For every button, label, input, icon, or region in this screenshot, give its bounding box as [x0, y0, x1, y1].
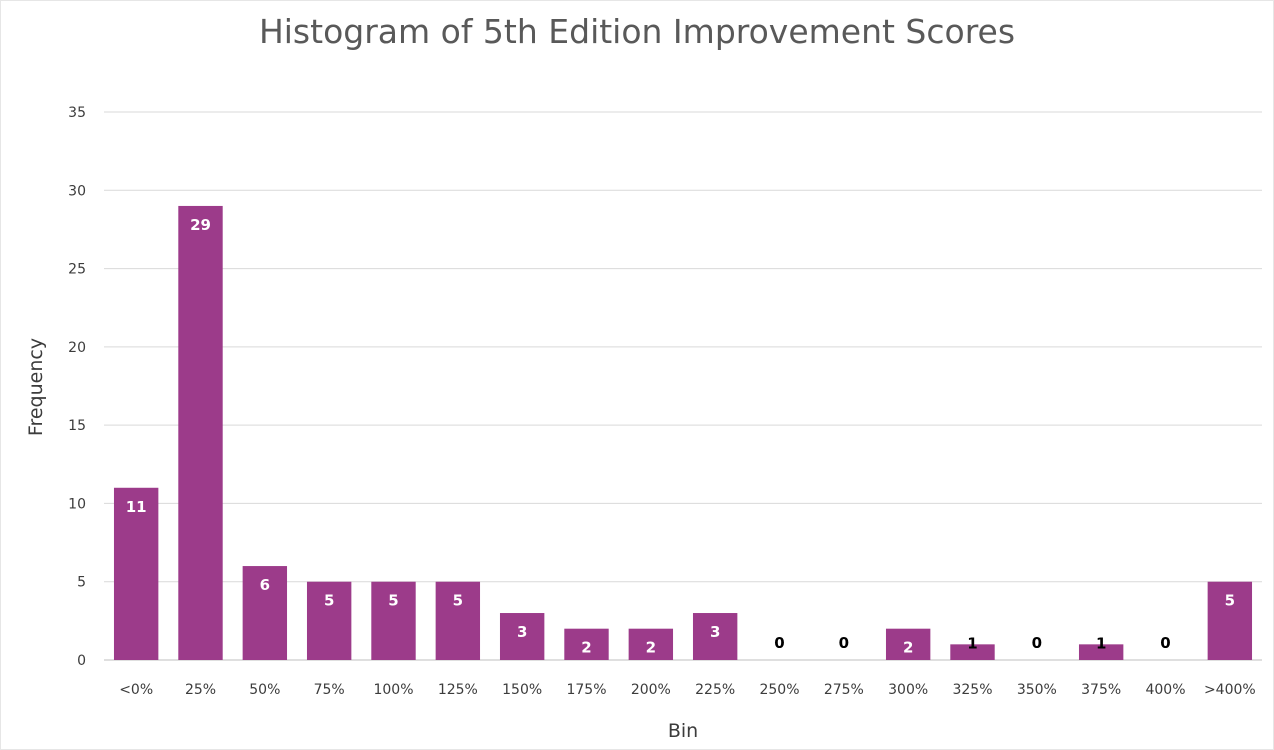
bar — [435, 581, 481, 660]
bar — [1078, 644, 1124, 660]
x-tick-label: 175% — [566, 682, 606, 698]
x-tick-label: 300% — [888, 682, 928, 698]
x-tick-label: 25% — [185, 682, 216, 698]
data-label: 5 — [1225, 592, 1235, 610]
bar — [113, 487, 159, 660]
bars — [113, 205, 1253, 660]
data-labels: 11 29 6 5 5 5 3 2 2 3 0 0 2 1 0 1 0 5 — [126, 216, 1235, 657]
x-tick-label: 275% — [824, 682, 864, 698]
y-axis-title: Frequency — [25, 338, 47, 436]
data-label: 11 — [126, 498, 147, 516]
x-tick-label: 400% — [1145, 682, 1185, 698]
data-label: 2 — [646, 639, 656, 657]
data-label: 5 — [453, 592, 463, 610]
data-label: 0 — [839, 634, 849, 652]
data-label: 1 — [967, 634, 977, 652]
y-tick-label: 30 — [68, 183, 86, 199]
y-axis-ticks: 0 5 10 15 20 25 30 35 — [68, 105, 86, 669]
x-tick-label: 375% — [1081, 682, 1121, 698]
data-label: 1 — [1096, 634, 1106, 652]
data-label: 0 — [1032, 634, 1042, 652]
bar — [628, 628, 674, 660]
bar — [499, 613, 545, 660]
data-label: 6 — [260, 576, 270, 594]
x-tick-label: 350% — [1017, 682, 1057, 698]
bar — [178, 205, 223, 660]
x-tick-label: 325% — [952, 682, 992, 698]
x-axis-ticks: <0% 25% 50% 75% 100% 125% 150% 175% 200% 225% 250%… — [119, 682, 1256, 698]
bar — [564, 628, 609, 660]
bar — [885, 628, 931, 660]
y-tick-label: 20 — [68, 340, 86, 356]
data-label: 5 — [324, 592, 334, 610]
x-tick-label: 250% — [759, 682, 799, 698]
x-tick-label: 200% — [631, 682, 671, 698]
bar — [950, 644, 995, 660]
data-label: 29 — [190, 216, 211, 234]
bar — [306, 581, 352, 660]
data-label: 0 — [774, 634, 784, 652]
y-tick-label: 5 — [77, 575, 86, 591]
x-tick-label: 150% — [502, 682, 542, 698]
data-label: 0 — [1160, 634, 1170, 652]
gridlines — [104, 111, 1262, 661]
bar — [371, 581, 416, 660]
data-label: 3 — [517, 623, 527, 641]
x-tick-label: 50% — [249, 682, 280, 698]
y-tick-label: 0 — [77, 653, 86, 669]
x-tick-label: <0% — [119, 682, 153, 698]
x-tick-label: 225% — [695, 682, 735, 698]
data-label: 2 — [903, 639, 913, 657]
bar — [242, 566, 288, 660]
x-tick-label: >400% — [1204, 682, 1256, 698]
bar — [692, 613, 738, 660]
y-tick-label: 25 — [68, 262, 86, 278]
y-tick-label: 10 — [68, 496, 86, 512]
bar — [1207, 581, 1253, 660]
y-tick-label: 35 — [68, 105, 86, 121]
data-label: 2 — [581, 639, 591, 657]
y-tick-label: 15 — [68, 418, 86, 434]
x-axis-title: Bin — [668, 720, 698, 742]
x-tick-label: 75% — [314, 682, 345, 698]
chart-title: Histogram of 5th Edition Improvement Sco… — [258, 12, 1016, 51]
data-label: 5 — [388, 592, 398, 610]
x-tick-label: 125% — [438, 682, 478, 698]
data-label: 3 — [710, 623, 720, 641]
x-tick-label: 100% — [373, 682, 413, 698]
